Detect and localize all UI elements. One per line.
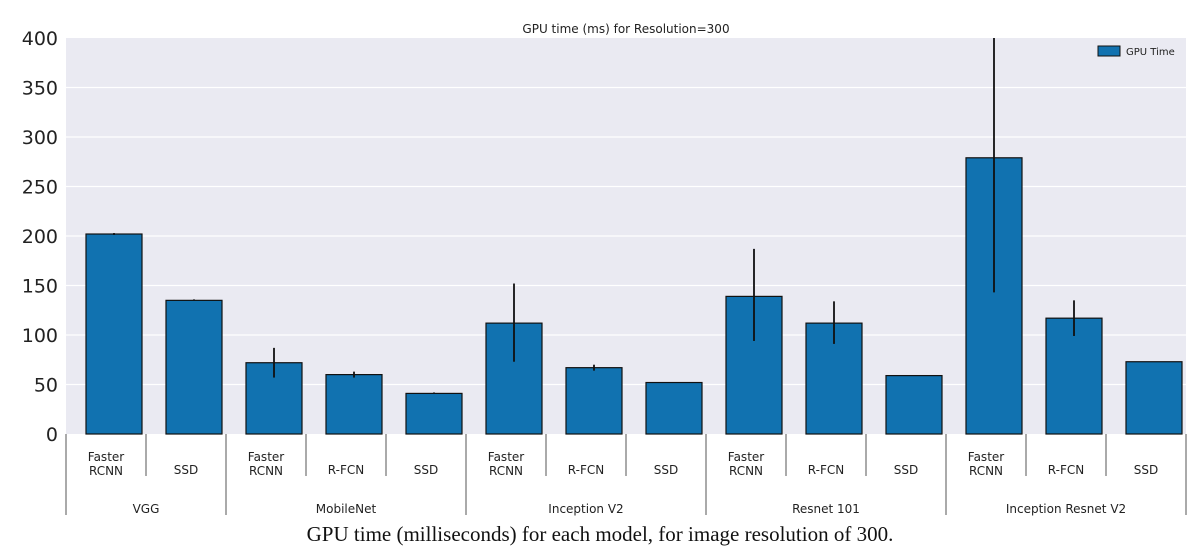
x-tick-label: Faster bbox=[968, 450, 1004, 464]
x-tick-label: R-FCN bbox=[328, 463, 364, 477]
y-tick-label: 200 bbox=[22, 226, 58, 248]
bar bbox=[725, 295, 783, 435]
x-tick-label: SSD bbox=[414, 463, 438, 477]
x-tick-label: RCNN bbox=[89, 464, 123, 478]
x-tick-label: SSD bbox=[654, 463, 678, 477]
y-tick-label: 100 bbox=[22, 325, 58, 347]
y-tick-label: 0 bbox=[46, 424, 58, 446]
bar bbox=[405, 392, 463, 435]
group-label: Resnet 101 bbox=[792, 502, 860, 516]
x-tick-label: Faster bbox=[248, 450, 284, 464]
y-tick-label: 350 bbox=[22, 78, 58, 100]
x-tick-label: RCNN bbox=[489, 464, 523, 478]
y-tick-label: 50 bbox=[34, 375, 58, 397]
legend-label: GPU Time bbox=[1126, 47, 1175, 58]
bar bbox=[885, 374, 943, 435]
x-tick-label: RCNN bbox=[729, 464, 763, 478]
bar bbox=[85, 233, 143, 435]
bar bbox=[325, 374, 383, 435]
x-tick-label: Faster bbox=[88, 450, 124, 464]
x-tick-label: SSD bbox=[894, 463, 918, 477]
bar bbox=[565, 367, 623, 435]
y-tick-label: 150 bbox=[22, 276, 58, 298]
group-label: Inception V2 bbox=[548, 502, 623, 516]
group-label: Inception Resnet V2 bbox=[1006, 502, 1126, 516]
x-tick-label: Faster bbox=[728, 450, 764, 464]
chart-title: GPU time (ms) for Resolution=300 bbox=[522, 22, 729, 36]
y-tick-label: 250 bbox=[22, 177, 58, 199]
x-tick-label: SSD bbox=[174, 463, 198, 477]
x-tick-label: SSD bbox=[1134, 463, 1158, 477]
bar bbox=[1045, 317, 1103, 435]
x-tick-label: RCNN bbox=[969, 464, 1003, 478]
bar bbox=[1125, 361, 1183, 435]
group-label: MobileNet bbox=[316, 502, 377, 516]
y-tick-label: 400 bbox=[22, 28, 58, 50]
x-tick-label: R-FCN bbox=[568, 463, 604, 477]
group-label: VGG bbox=[133, 502, 160, 516]
bar bbox=[645, 381, 703, 435]
x-tick-label: R-FCN bbox=[1048, 463, 1084, 477]
y-tick-label: 300 bbox=[22, 127, 58, 149]
bar bbox=[165, 299, 223, 435]
x-tick-label: Faster bbox=[488, 450, 524, 464]
figure-caption: GPU time (milliseconds) for each model, … bbox=[306, 522, 894, 546]
x-tick-label: RCNN bbox=[249, 464, 283, 478]
legend-swatch bbox=[1097, 45, 1121, 57]
x-tick-label: R-FCN bbox=[808, 463, 844, 477]
